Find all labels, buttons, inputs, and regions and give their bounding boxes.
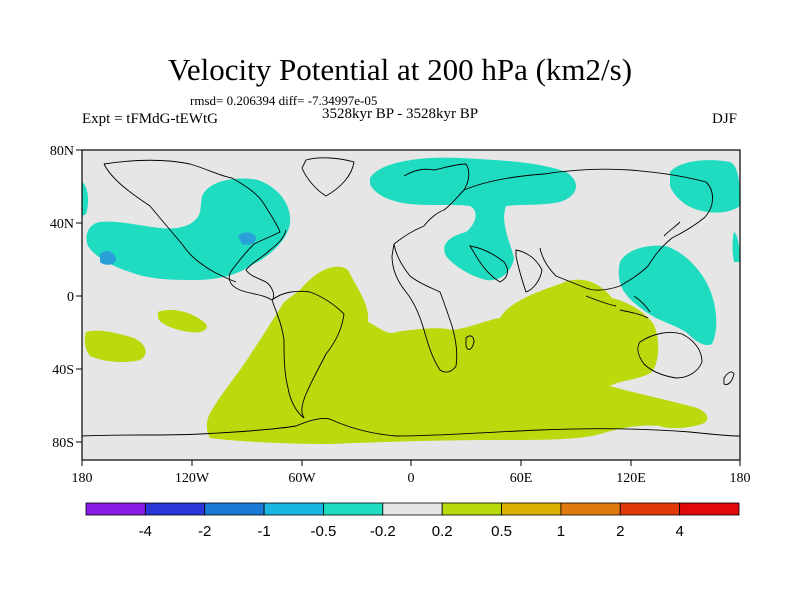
lat-label-80s: 80S: [52, 436, 74, 451]
period-label: 3528kyr BP - 3528kyr BP: [322, 106, 479, 122]
lat-label-40n: 40N: [50, 217, 74, 232]
colorbar-swatch: [144, 502, 206, 516]
season-label: DJF: [712, 111, 738, 127]
lon-label-120e: 120E: [616, 471, 646, 486]
rmsd-diff-text: rmsd= 0.206394 diff= -7.34997e-05: [190, 93, 378, 108]
coastlines: [82, 157, 740, 437]
plot-title: Velocity Potential at 200 hPa (km2/s): [167, 52, 633, 87]
positive-anomaly-west-pacific: [84, 330, 146, 363]
lon-label-60w: 60W: [288, 471, 316, 486]
lon-label-0: 0: [408, 471, 415, 486]
colorbar-label: -1: [257, 523, 270, 540]
colorbar-swatch: [501, 502, 562, 516]
colorbar-swatch: [382, 502, 443, 516]
colorbar-label: -0.2: [370, 523, 396, 540]
colorbar-label: 2: [616, 523, 624, 540]
axis-ticks: [76, 149, 741, 466]
colorbar-swatch: [85, 502, 146, 516]
colorbar: -4 -2 -1 -0.5 -0.2 0.2 0.5 1 2 4: [85, 502, 740, 540]
colorbar-label: 0.5: [491, 523, 512, 540]
lat-label-40s: 40S: [52, 363, 74, 378]
map-field: [82, 157, 740, 444]
negative-anomaly-eurasia: [370, 157, 577, 281]
colorbar-swatch: [619, 502, 681, 516]
negative-anomaly-north-america: [86, 178, 291, 280]
lon-label-120w: 120W: [175, 471, 210, 486]
colorbar-swatch: [323, 502, 384, 516]
colorbar-swatch: [263, 502, 324, 516]
colorbar-swatch: [560, 502, 621, 516]
lon-label-180w: 180: [72, 471, 93, 486]
colorbar-swatch: [679, 502, 740, 516]
colorbar-label: 1: [557, 523, 565, 540]
colorbar-label: -0.5: [311, 523, 337, 540]
colorbar-label: 0.2: [432, 523, 453, 540]
colorbar-swatch: [204, 502, 265, 516]
negative-anomaly-strong-pacific: [100, 251, 116, 265]
colorbar-label: 4: [675, 523, 683, 540]
colorbar-label: -2: [198, 523, 211, 540]
negative-anomaly-strong-gulf: [238, 232, 256, 245]
lon-label-60e: 60E: [510, 471, 533, 486]
negative-anomaly-far-west: [82, 182, 89, 216]
lat-label-80n: 80N: [50, 144, 74, 159]
colorbar-swatch: [441, 502, 502, 516]
lon-label-180e: 180: [730, 471, 751, 486]
colorbar-label: -4: [139, 523, 152, 540]
lat-label-0: 0: [67, 290, 74, 305]
negative-anomaly-east-edge: [732, 232, 740, 262]
negative-anomaly-siberia: [670, 160, 740, 213]
positive-anomaly-south-pacific-small: [158, 309, 207, 333]
experiment-label: Expt = tFMdG-tEWtG: [82, 111, 218, 127]
